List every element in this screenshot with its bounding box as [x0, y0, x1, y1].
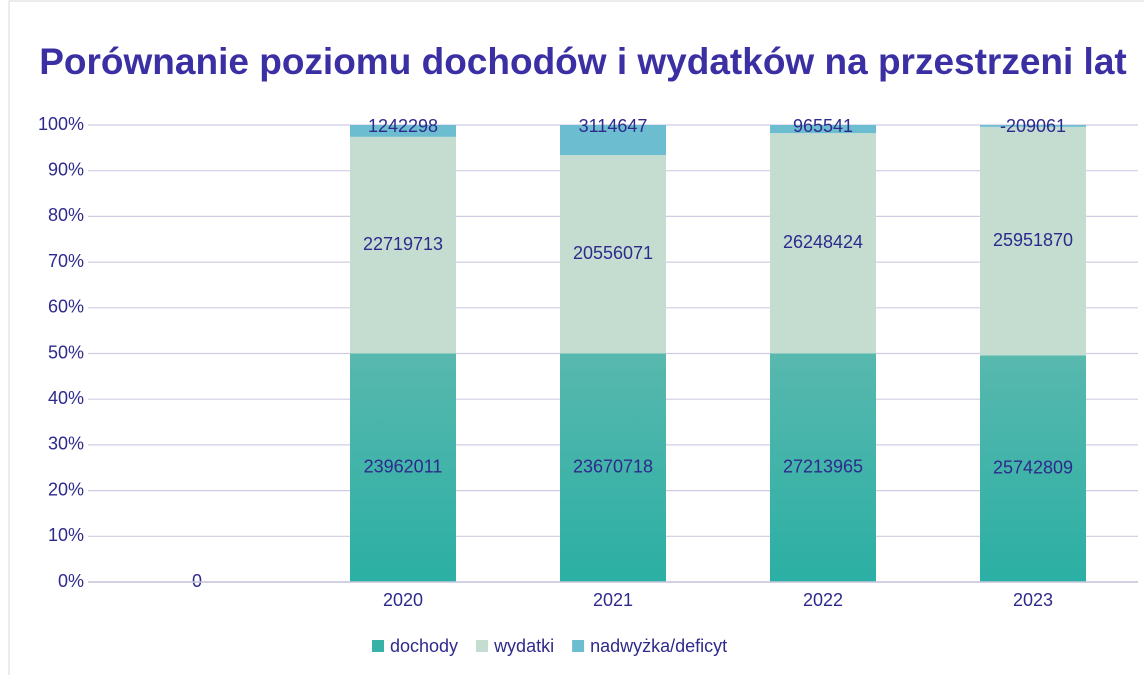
y-tick-label: 40% [48, 388, 84, 408]
data-label: 23962011 [364, 457, 443, 477]
bar-segment [560, 125, 666, 156]
data-label: 22719713 [363, 234, 443, 254]
bar-segment [350, 125, 456, 137]
bar-segment [980, 126, 1086, 356]
data-label: 20556071 [573, 243, 653, 263]
x-tick-label: 2020 [383, 590, 423, 610]
bar-segment [350, 353, 456, 582]
y-tick-label: 60% [48, 297, 84, 317]
chart-title: Porównanie poziomu dochodów i wydatków n… [39, 41, 1127, 82]
data-label: 27213965 [783, 457, 863, 477]
bar-segment [350, 136, 456, 354]
y-tick-label: 10% [48, 525, 84, 545]
data-label: 25951870 [993, 230, 1073, 250]
y-tick-label: 50% [48, 342, 84, 362]
bar-segment [770, 125, 876, 134]
data-label: -209061 [1000, 116, 1066, 136]
bar-segment [980, 355, 1086, 582]
bar-segment [560, 353, 666, 582]
data-label: 26248424 [783, 232, 863, 252]
data-label: 0 [192, 571, 202, 591]
x-tick-label: 2021 [593, 590, 633, 610]
data-label: 3114647 [579, 116, 648, 136]
legend-label: wydatki [493, 636, 554, 656]
bar-segment [770, 353, 876, 582]
y-tick-label: 90% [48, 159, 84, 179]
data-label: 25742809 [993, 457, 1073, 477]
y-tick-label: 30% [48, 434, 84, 454]
x-tick-label: 2023 [1013, 590, 1053, 610]
bar-segment [560, 155, 666, 354]
y-tick-label: 70% [48, 251, 84, 271]
y-tick-label: 20% [48, 479, 84, 499]
data-label: 23670718 [573, 457, 653, 477]
y-tick-label: 80% [48, 205, 84, 225]
y-tick-label: 100% [38, 114, 84, 134]
bar-segment [770, 133, 876, 354]
y-tick-label: 0% [58, 571, 84, 591]
data-label: 965541 [793, 116, 853, 136]
legend-label: nadwyżka/deficyt [590, 636, 727, 656]
legend-label: dochody [390, 636, 458, 656]
x-tick-label: 2022 [803, 590, 843, 610]
data-label: 1242298 [368, 116, 438, 136]
bar-segment [980, 125, 1086, 127]
legend-swatch [372, 640, 384, 652]
legend-swatch [476, 640, 489, 652]
legend-swatch [572, 640, 585, 652]
